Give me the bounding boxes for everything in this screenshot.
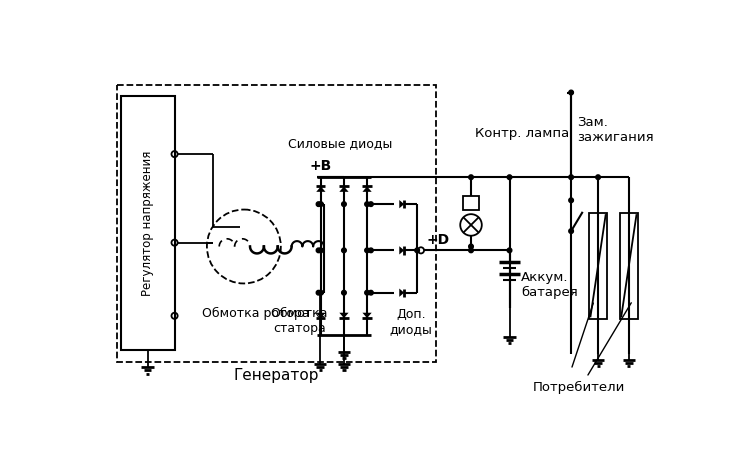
Circle shape — [596, 175, 600, 180]
Circle shape — [469, 175, 473, 180]
Circle shape — [365, 290, 370, 295]
Circle shape — [507, 248, 512, 252]
Polygon shape — [340, 313, 348, 318]
Circle shape — [318, 202, 323, 207]
Polygon shape — [316, 313, 326, 318]
Text: Доп.
диоды: Доп. диоды — [390, 308, 432, 336]
Circle shape — [316, 202, 321, 207]
Text: +D: +D — [426, 233, 450, 247]
Circle shape — [342, 202, 346, 207]
Text: Силовые диоды: Силовые диоды — [288, 137, 392, 150]
Circle shape — [507, 175, 512, 180]
Circle shape — [415, 248, 420, 252]
Text: Аккум.
батарея: Аккум. батарея — [521, 271, 578, 299]
Circle shape — [368, 202, 373, 207]
Circle shape — [569, 175, 573, 180]
Polygon shape — [399, 246, 404, 255]
Circle shape — [569, 229, 573, 234]
Circle shape — [318, 248, 323, 252]
Polygon shape — [340, 186, 348, 192]
Text: +B: +B — [309, 159, 332, 173]
Circle shape — [368, 290, 373, 295]
Polygon shape — [399, 200, 404, 208]
Circle shape — [318, 290, 323, 295]
Circle shape — [316, 248, 321, 252]
Circle shape — [365, 248, 370, 252]
Circle shape — [569, 198, 573, 202]
Polygon shape — [362, 313, 372, 318]
Text: Генератор: Генератор — [234, 368, 319, 383]
Polygon shape — [362, 186, 372, 192]
Text: Потребители: Потребители — [533, 381, 625, 394]
Text: Контр. лампа: Контр. лампа — [475, 127, 569, 140]
Circle shape — [469, 248, 473, 252]
Text: Обмотка
статора: Обмотка статора — [270, 306, 328, 334]
Text: Регулятор напряжения: Регулятор напряжения — [141, 151, 154, 296]
Text: Зам.
зажигания: Зам. зажигания — [577, 116, 654, 144]
Polygon shape — [316, 186, 326, 192]
Circle shape — [342, 290, 346, 295]
Circle shape — [365, 202, 370, 207]
Circle shape — [569, 90, 573, 95]
Text: Обмотка ротора: Обмотка ротора — [201, 306, 309, 320]
Circle shape — [469, 244, 473, 249]
Circle shape — [316, 290, 321, 295]
Circle shape — [342, 248, 346, 252]
Polygon shape — [399, 288, 404, 297]
Circle shape — [368, 248, 373, 252]
